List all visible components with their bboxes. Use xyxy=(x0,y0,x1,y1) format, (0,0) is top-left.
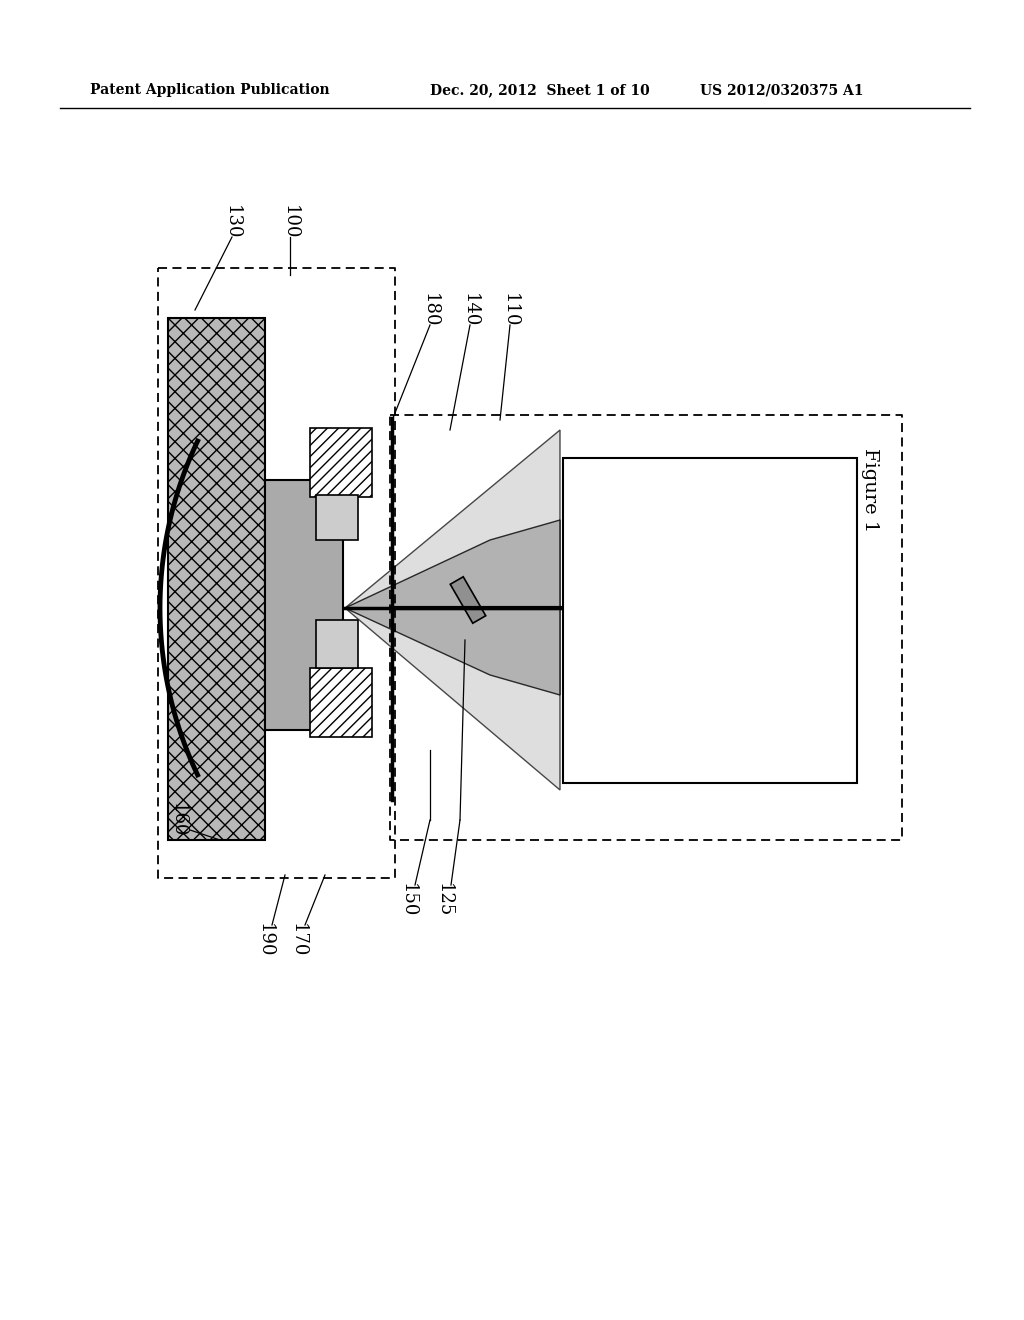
Text: 100: 100 xyxy=(281,205,299,239)
Text: 110: 110 xyxy=(501,293,519,327)
Polygon shape xyxy=(345,430,560,789)
Bar xyxy=(563,458,857,783)
Text: 140: 140 xyxy=(461,293,479,327)
Text: Patent Application Publication: Patent Application Publication xyxy=(90,83,330,96)
Text: Dec. 20, 2012  Sheet 1 of 10: Dec. 20, 2012 Sheet 1 of 10 xyxy=(430,83,650,96)
Text: 170: 170 xyxy=(289,923,307,957)
Text: 180: 180 xyxy=(421,293,439,327)
Bar xyxy=(310,428,372,498)
Text: 160: 160 xyxy=(169,803,187,837)
Polygon shape xyxy=(451,577,485,623)
Text: 150: 150 xyxy=(399,883,417,917)
Text: 125: 125 xyxy=(435,883,453,917)
Bar xyxy=(265,480,343,730)
Text: 190: 190 xyxy=(256,923,274,957)
Bar xyxy=(316,620,358,668)
Text: Figure 1: Figure 1 xyxy=(861,447,879,532)
Polygon shape xyxy=(345,520,560,696)
Bar xyxy=(168,318,265,840)
Text: US 2012/0320375 A1: US 2012/0320375 A1 xyxy=(700,83,863,96)
Bar xyxy=(310,668,372,737)
Text: 130: 130 xyxy=(223,205,241,239)
Bar xyxy=(316,495,358,540)
